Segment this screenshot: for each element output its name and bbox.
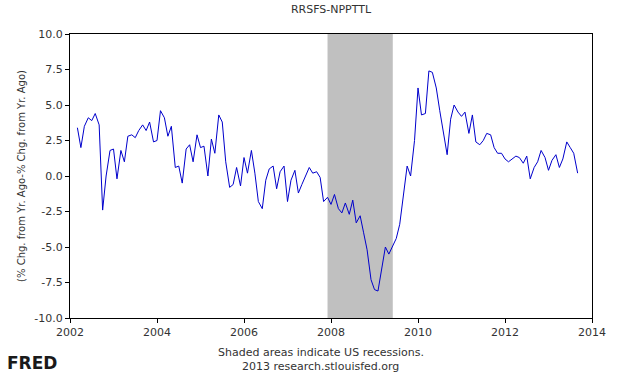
svg-text:2010: 2010 (404, 326, 432, 339)
svg-text:-10.0: -10.0 (34, 312, 62, 325)
svg-text:-5.0: -5.0 (41, 241, 62, 254)
svg-text:2008: 2008 (317, 326, 345, 339)
svg-text:-2.5: -2.5 (41, 205, 62, 218)
svg-text:10.0: 10.0 (38, 28, 63, 41)
svg-text:2002: 2002 (56, 326, 84, 339)
svg-text:2014: 2014 (578, 326, 606, 339)
svg-text:FRED: FRED (7, 353, 57, 373)
svg-text:2.5: 2.5 (45, 134, 63, 147)
svg-text:(% Chg. from Yr. Ago-% Chg. fr: (% Chg. from Yr. Ago-% Chg. from Yr. Ago… (16, 70, 27, 282)
svg-text:2004: 2004 (143, 326, 171, 339)
svg-text:2013 research.stlouisfed.org: 2013 research.stlouisfed.org (242, 360, 399, 373)
svg-text:5.0: 5.0 (45, 99, 63, 112)
svg-text:2006: 2006 (230, 326, 258, 339)
svg-text:Shaded areas indicate US reces: Shaded areas indicate US recessions. (218, 346, 424, 359)
svg-text:7.5: 7.5 (45, 63, 63, 76)
svg-text:-7.5: -7.5 (41, 276, 62, 289)
svg-text:RRSFS-NPPTTL: RRSFS-NPPTTL (291, 3, 372, 16)
svg-text:2012: 2012 (491, 326, 519, 339)
svg-text:0.0: 0.0 (45, 170, 63, 183)
